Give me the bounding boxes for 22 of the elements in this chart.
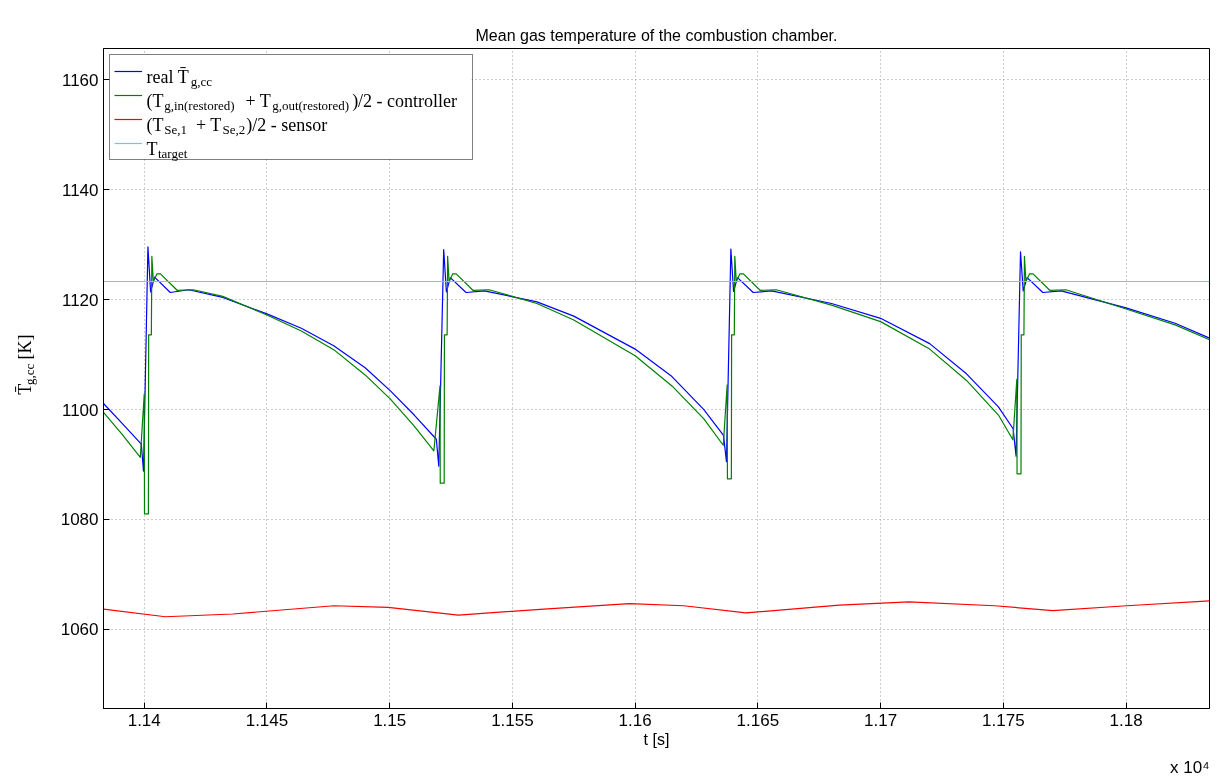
x-tick-label: 1.145 [245,710,289,730]
x-tick-label: 1.16 [618,710,652,730]
y-tick-label: 1060 [60,620,99,640]
y-tick-label: 1160 [61,70,99,90]
x-axis-title: t [s] [643,730,670,748]
x-tick-label: 1.175 [982,710,1025,730]
line-series [103,600,1210,618]
chart-title: Mean gas temperature of the combustion chamber. [475,26,838,44]
y-tick-label: 1080 [60,510,99,530]
y-tick-label: 1100 [61,400,99,420]
x-tick-label: 1.15 [373,710,407,730]
line-series [103,246,1210,472]
line-series [103,255,1210,515]
x-tick-label: 1.14 [127,710,161,730]
x-tick-label: 1.17 [864,710,898,730]
x-tick-label: 1.18 [1109,710,1143,730]
y-tick-label: 1120 [61,290,99,310]
y-axis-title: T̄g,cc [K] [14,334,37,395]
y-tick-label: 1140 [61,180,99,200]
x-tick-label: 1.165 [736,710,780,730]
text: x 10⁴ [1170,757,1210,776]
x-tick-label: 1.155 [491,710,534,730]
